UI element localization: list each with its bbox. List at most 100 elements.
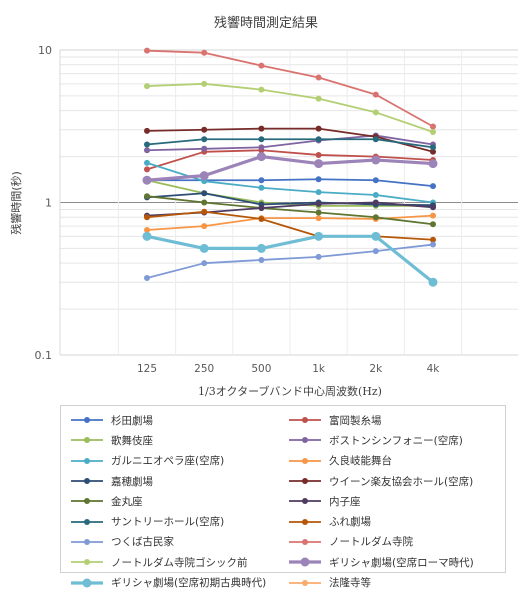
data-point [199,243,209,253]
data-point [258,62,265,69]
data-point [256,243,266,253]
series-line [146,134,434,152]
legend-swatch [289,498,321,505]
legend-entry: 金丸座 [69,491,287,511]
data-point [372,248,379,255]
series-line [147,178,434,188]
axes: 10 1 0.1 125 250 500 1k 2k 4k [35,44,441,375]
data-point [199,171,209,181]
data-point [201,223,208,230]
data-point [315,209,322,216]
data-point [372,109,379,116]
data-point [315,189,322,196]
data-point [315,253,322,260]
data-point [201,136,208,143]
data-point [315,200,322,207]
legend-entry: ノートルダム寺院 [287,532,505,552]
data-point [315,95,322,102]
data-point [314,231,324,241]
data-point [430,123,436,130]
data-point [315,151,322,158]
data-point [430,241,436,248]
legend-entry: ウイーン楽友協会ホール(空席) [287,471,505,491]
data-point [144,147,150,154]
legend-swatch [71,578,103,588]
data-point [430,221,436,228]
data-point [258,125,265,132]
legend-entry: 富岡製糸場 [287,410,505,430]
series-15 [142,152,438,185]
data-point [430,144,436,151]
data-point [315,215,322,222]
series-line [146,161,434,204]
x-tick-label: 2k [369,363,383,375]
series-line [146,82,434,133]
data-point [430,128,436,135]
legend-label: ギリシャ劇場(空席ローマ時代) [329,556,474,569]
legend-swatch [71,478,103,485]
legend-label: 久良岐能舞台 [329,455,392,468]
legend-swatch [289,538,321,545]
legend-entry: ボストンシンフォニー(空席) [287,430,505,450]
data-point [144,166,150,173]
data-point [142,175,152,185]
legend-entry: サントリーホール(空席) [69,511,287,531]
data-point [258,256,265,263]
series-line [146,127,434,153]
legend-entry: ギリシャ劇場(空席初期古典時代) [69,572,287,592]
data-point [144,274,150,281]
grid-lines [60,49,518,356]
chart-title: 残響時間測定結果 [214,15,318,31]
data-point [201,126,208,133]
data-point [142,231,152,241]
y-tick-label: 0.1 [35,349,53,362]
series-12 [144,241,436,281]
legend-entry: ふれ劇場 [287,511,505,531]
legend-swatch [289,478,321,485]
data-point [430,212,436,219]
legend-entry: 内子座 [287,491,505,511]
x-tick-label: 125 [137,363,157,375]
legend-swatch [71,417,103,424]
legend-items: 杉田劇場 富岡製糸場歌舞伎座 ボストンシンフォニー(空席) ガルニエオペラ座(空席) 久… [69,410,501,593]
series-line [146,234,435,284]
data-point [201,260,208,267]
legend-label: 富岡製糸場 [329,414,382,427]
y-tick-label: 1 [45,197,52,210]
legend-swatch [71,559,103,566]
legend-swatch [71,518,103,525]
series-13 [144,47,436,130]
legend-label: ウイーン楽友協会ホール(空席) [329,475,474,488]
data-point [256,152,266,162]
data-point [372,214,379,221]
legend-label: 杉田劇場 [111,414,153,427]
series-line [146,149,434,171]
legend-swatch [289,557,321,567]
data-point [372,199,379,206]
data-point [430,236,436,243]
legend-swatch [71,498,103,505]
series-10 [144,136,436,151]
series-line [146,243,434,279]
legend-label: 嘉穂劇場 [111,475,153,488]
data-point [144,141,150,148]
legend-label: 歌舞伎座 [111,434,153,447]
legend-label: サントリーホール(空席) [111,516,225,529]
data-point [372,191,379,198]
legend-entry: 久良岐能舞台 [287,451,505,471]
legend-swatch [71,437,103,444]
series-16 [142,231,438,287]
data-point [144,227,150,234]
data-point [201,208,208,215]
legend-label: ガルニエオペラ座(空席) [111,455,225,468]
legend-entry: つくば古民家 [69,532,287,552]
legend-label: ボストンシンフォニー(空席) [329,434,463,447]
data-point [428,159,438,169]
y-axis-title: 残響時間(秒) [9,171,23,235]
legend-label: 内子座 [329,495,361,508]
x-tick-label: 500 [251,363,271,375]
data-point [144,214,150,221]
series-line [146,192,434,207]
line-chart-plot: 残響時間測定結果 10 1 0.1 125 250 500 1k 2k 4k 1/3オクターブバ… [9,15,518,398]
